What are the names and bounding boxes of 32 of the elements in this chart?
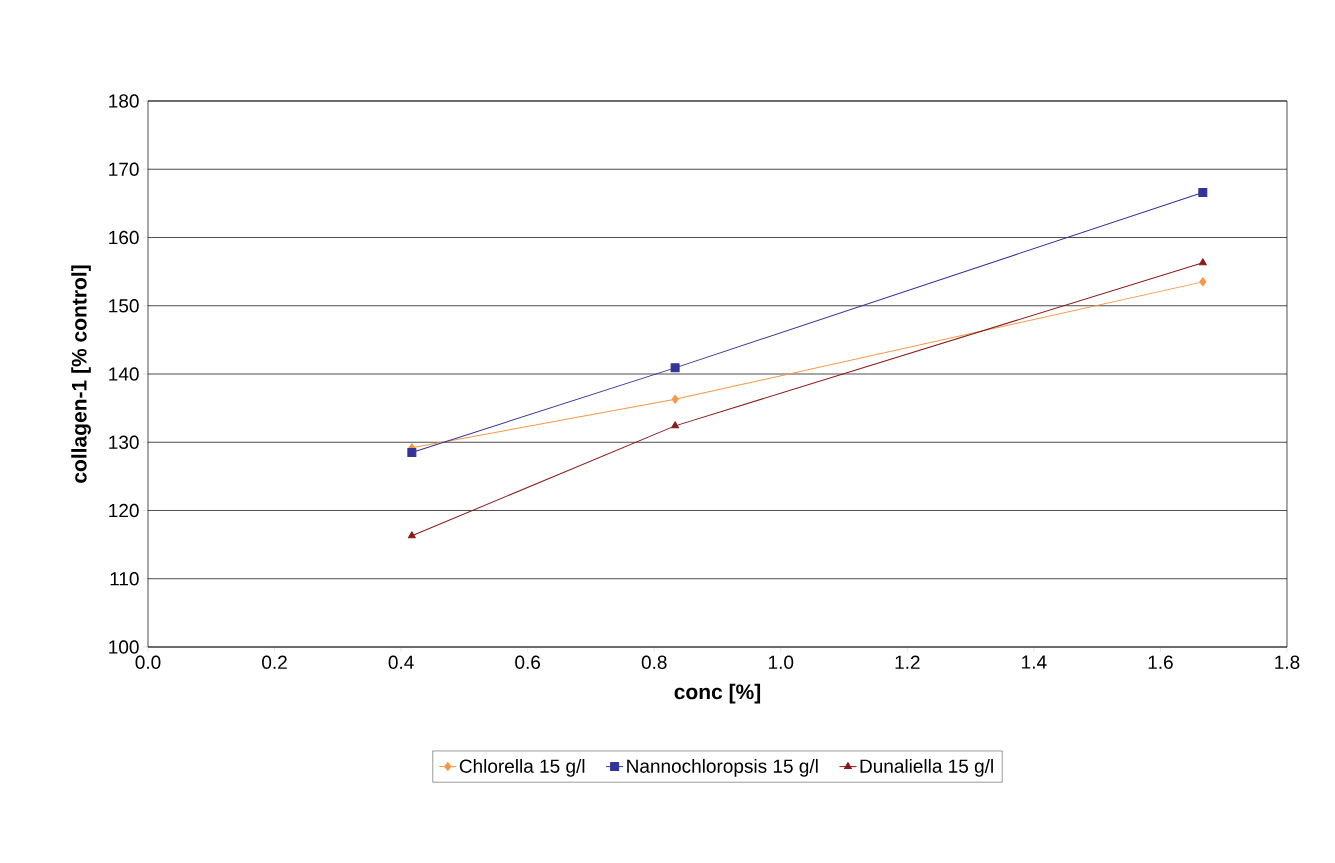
- x-tick-label: 1.0: [769, 655, 794, 669]
- x-tick-label: 1.6: [1148, 655, 1173, 669]
- x-tick-label: 0.0: [135, 655, 161, 669]
- y-tick-label: 170: [109, 162, 139, 176]
- x-tick-label: 1.8: [1275, 655, 1300, 669]
- point: [407, 447, 417, 457]
- x-tick-label: 0.8: [641, 655, 667, 669]
- y-tick-label: 100: [109, 640, 139, 654]
- legend-label: Dunaliella 15 g/l: [860, 758, 993, 777]
- point: [1199, 277, 1207, 287]
- point: [1198, 258, 1207, 266]
- y-tick-label: 180: [109, 94, 139, 108]
- y-tick-label: 150: [109, 299, 139, 313]
- x-tick-label: 0.2: [262, 655, 287, 669]
- legend-label: Chlorella 15 g/l: [459, 758, 585, 777]
- point: [671, 421, 680, 429]
- point: [407, 531, 416, 539]
- y-tick-label: 140: [109, 367, 139, 381]
- x-tick-label: 0.6: [515, 655, 541, 669]
- x-axis-title: conc [%]: [674, 683, 761, 704]
- point: [1198, 187, 1208, 197]
- y-axis-title: collagen-1 [% control]: [71, 265, 91, 483]
- point: [671, 394, 679, 404]
- y-tick-label: 110: [110, 572, 139, 586]
- legend-label: Nannochloropsis 15 g/l: [627, 758, 818, 777]
- x-tick-label: 0.4: [388, 655, 414, 669]
- y-tick-label: 120: [109, 503, 139, 518]
- point: [670, 363, 680, 373]
- x-tick-label: 1.2: [895, 655, 920, 669]
- y-tick-label: 160: [109, 230, 139, 245]
- x-tick-label: 1.4: [1022, 655, 1047, 669]
- y-tick-label: 130: [109, 435, 139, 449]
